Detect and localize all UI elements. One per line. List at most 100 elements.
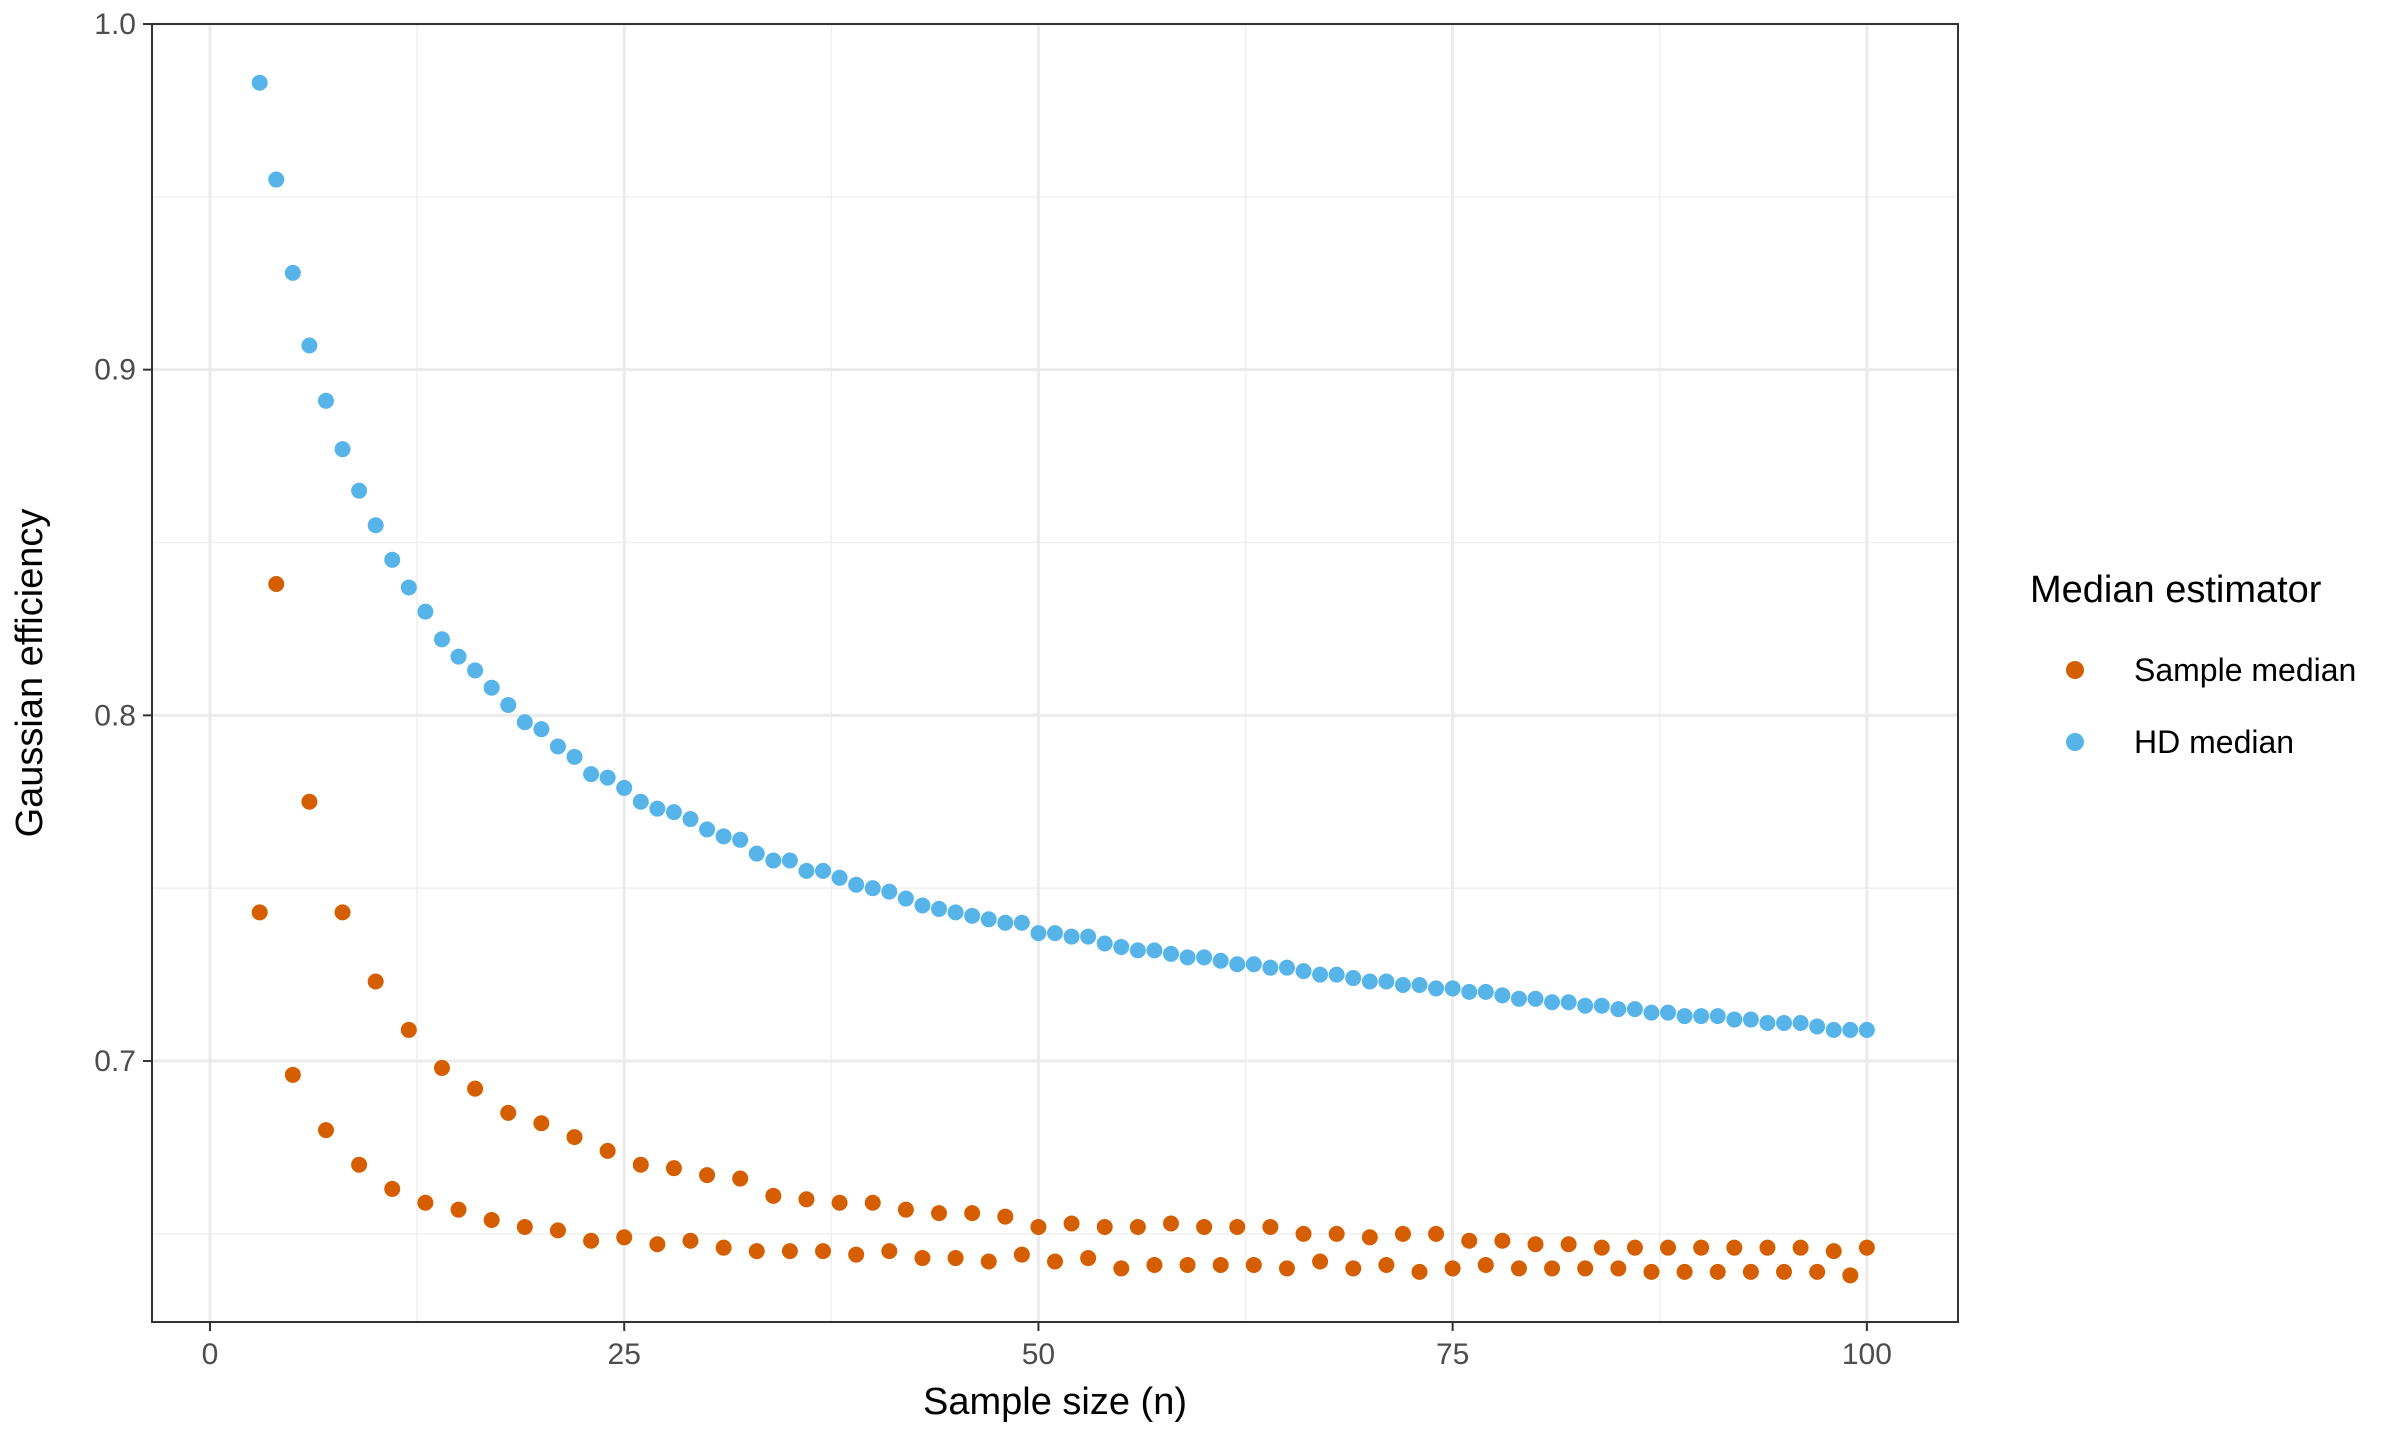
hd-median-point	[1295, 963, 1312, 980]
hd-median-point	[433, 631, 450, 648]
hd-median-point	[268, 171, 285, 188]
hd-median-point	[1245, 956, 1262, 973]
sample-median-point	[1278, 1260, 1295, 1277]
sample-median-point	[301, 793, 318, 810]
sample-median-point	[417, 1194, 434, 1211]
hd-median-point	[947, 904, 964, 921]
sample-median-point	[1660, 1239, 1677, 1256]
sample-median-point	[1013, 1246, 1030, 1263]
plot-panel-background	[152, 24, 1958, 1322]
sample-median-point	[1179, 1256, 1196, 1273]
sample-median-point	[1394, 1225, 1411, 1242]
sample-median-point	[1030, 1218, 1047, 1235]
sample-median-point	[781, 1243, 798, 1260]
sample-median-point	[566, 1129, 583, 1146]
sample-median-point	[1610, 1260, 1627, 1277]
hd-median-point	[1162, 945, 1179, 962]
sample-median-point	[1212, 1256, 1229, 1273]
sample-median-point	[914, 1250, 931, 1267]
legend-key-hd-median	[2066, 733, 2084, 751]
hd-median-point	[748, 845, 765, 862]
sample-median-point	[1312, 1253, 1329, 1270]
sample-median-point	[251, 904, 268, 921]
sample-median-point	[1428, 1225, 1445, 1242]
hd-median-point	[1096, 935, 1113, 952]
hd-median-point	[1328, 966, 1345, 983]
hd-median-point	[1776, 1014, 1793, 1031]
hd-median-point	[632, 793, 649, 810]
hd-median-point	[1411, 976, 1428, 993]
hd-median-point	[533, 721, 550, 738]
hd-median-point	[1063, 928, 1080, 945]
plot-panel-border	[151, 23, 1959, 1323]
hd-median-point	[1361, 973, 1378, 990]
sample-median-point	[1229, 1218, 1246, 1235]
hd-median-point	[351, 482, 368, 499]
hd-median-point	[1262, 959, 1279, 976]
y-axis-title: Gaussian efficiency	[9, 509, 51, 838]
y-tick-label: 1.0	[94, 8, 136, 41]
hd-median-point	[781, 852, 798, 869]
hd-median-point	[1643, 1004, 1660, 1021]
x-tick-label: 0	[202, 1338, 219, 1371]
hd-median-point	[715, 828, 732, 845]
hd-median-point	[1278, 959, 1295, 976]
hd-median-point	[599, 769, 616, 786]
hd-median-point	[1792, 1014, 1809, 1031]
sample-median-point	[1146, 1256, 1163, 1273]
sample-median-point	[1693, 1239, 1710, 1256]
sample-median-point	[997, 1208, 1014, 1225]
grid-layer	[152, 22, 1958, 1322]
hd-median-point	[367, 517, 384, 534]
sample-median-point	[1444, 1260, 1461, 1277]
hd-median-point	[765, 852, 782, 869]
sample-median-point	[1494, 1232, 1511, 1249]
hd-median-point	[566, 748, 583, 765]
hd-median-point	[1444, 980, 1461, 997]
hd-median-point	[1428, 980, 1445, 997]
sample-median-point	[1080, 1250, 1097, 1267]
sample-median-point	[1096, 1218, 1113, 1235]
sample-median-point	[500, 1104, 517, 1121]
sample-median-point	[649, 1236, 666, 1253]
legend-items: Sample median HD median	[2066, 652, 2356, 760]
sample-median-point	[1047, 1253, 1063, 1270]
sample-median-point	[1726, 1239, 1743, 1256]
sample-median-point	[433, 1059, 450, 1076]
hd-median-point	[931, 900, 948, 917]
sample-median-point	[848, 1246, 865, 1263]
sample-median-point	[268, 575, 285, 592]
sample-median-point	[1063, 1215, 1080, 1232]
sample-median-point	[1477, 1256, 1494, 1273]
sample-median-point	[632, 1156, 649, 1173]
sample-median-point	[1577, 1260, 1594, 1277]
x-tick-label: 25	[608, 1338, 641, 1371]
hd-median-point	[881, 883, 898, 900]
sample-median-point	[1328, 1225, 1345, 1242]
sample-median-point	[317, 1122, 334, 1139]
hd-median-point	[1212, 952, 1229, 969]
sample-median-point	[1411, 1263, 1428, 1280]
hd-median-point	[301, 337, 318, 354]
sample-median-point	[599, 1142, 616, 1159]
hd-median-point	[1510, 990, 1527, 1007]
hd-median-point	[732, 831, 749, 848]
sample-median-point	[616, 1229, 633, 1246]
sample-median-point	[1709, 1263, 1726, 1280]
sample-median-point	[384, 1180, 401, 1197]
legend-label-sample-median: Sample median	[2134, 652, 2356, 688]
sample-median-point	[1378, 1256, 1395, 1273]
sample-median-point	[881, 1243, 898, 1260]
sample-median-point	[1742, 1263, 1759, 1280]
sample-median-point	[533, 1115, 550, 1132]
sample-median-point	[450, 1201, 467, 1218]
sample-median-point	[367, 973, 384, 990]
hd-median-point	[1494, 987, 1511, 1004]
hd-median-point	[1080, 928, 1097, 945]
hd-median-point	[1709, 1008, 1726, 1025]
hd-median-point	[1146, 942, 1163, 959]
sample-median-point	[765, 1187, 782, 1204]
hd-median-point	[450, 648, 467, 665]
hd-median-point	[549, 738, 566, 755]
y-tick-label: 0.9	[94, 354, 136, 387]
